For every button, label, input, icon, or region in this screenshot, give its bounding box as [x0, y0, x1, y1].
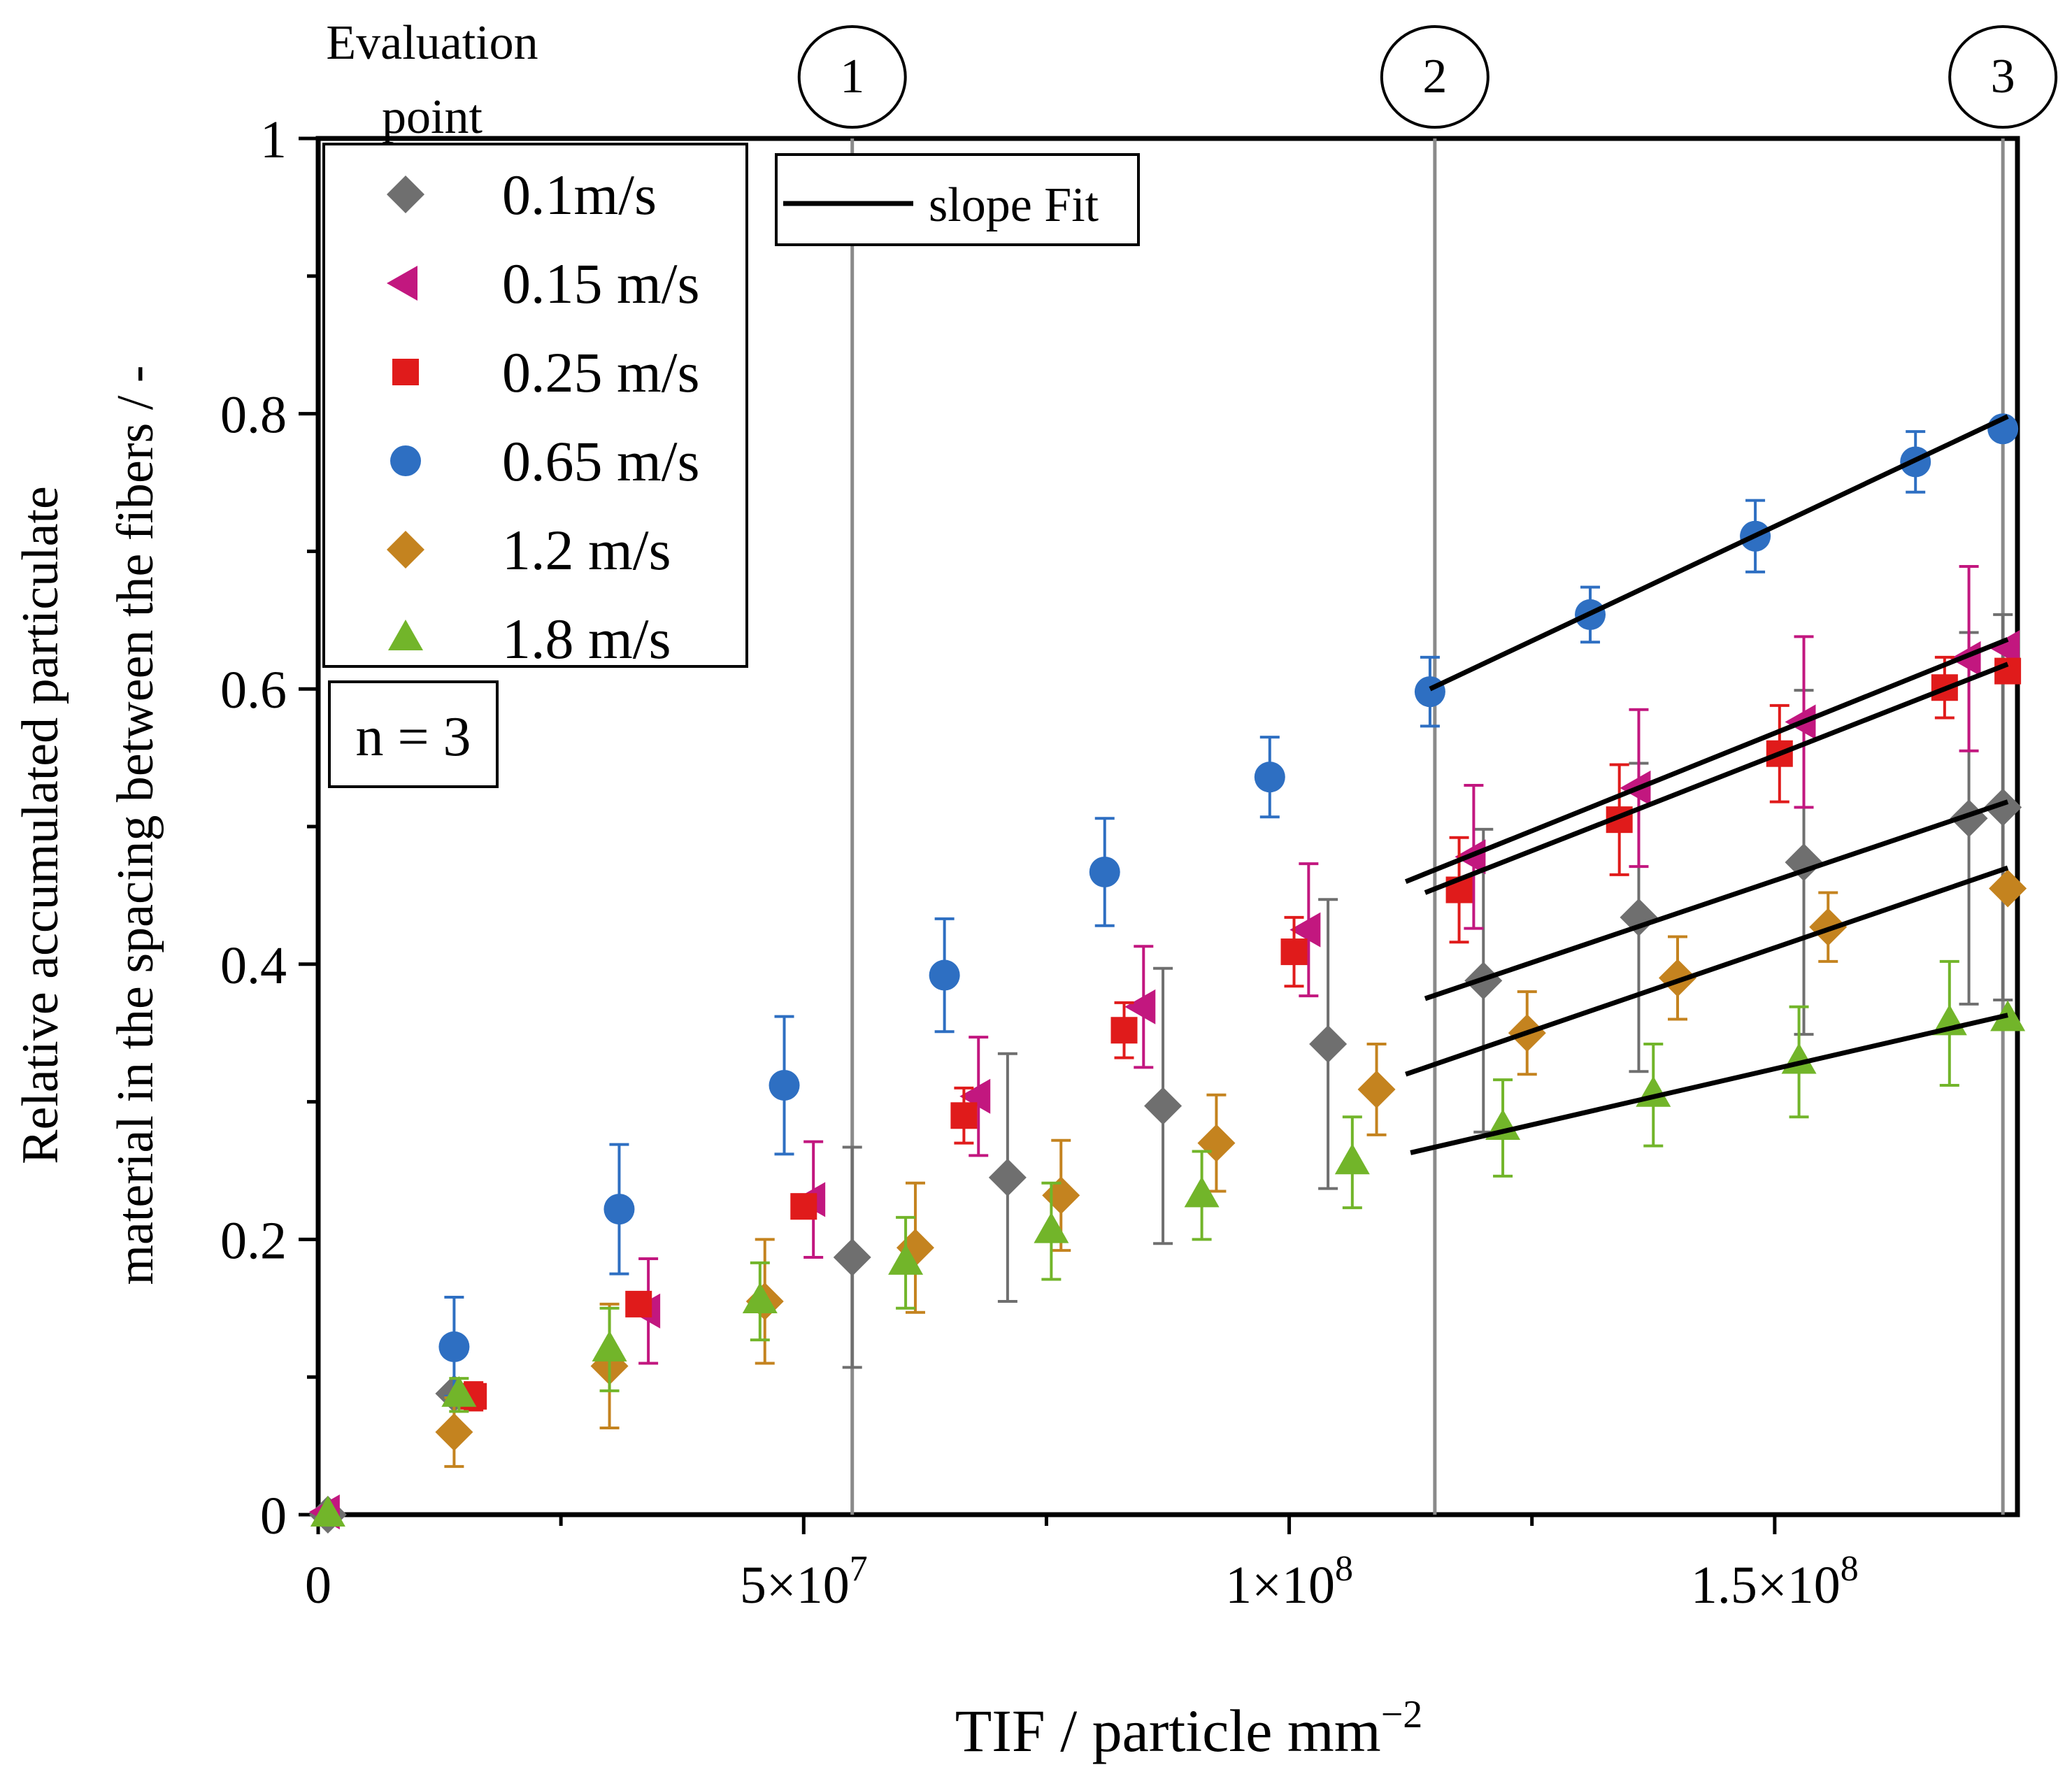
- evaluation-point-number: 1: [840, 50, 864, 103]
- evaluation-point-number: 2: [1422, 50, 1447, 103]
- legend-label: 0.65 m/s: [502, 429, 699, 493]
- evaluation-label-line2: point: [382, 90, 483, 144]
- data-point: [833, 1238, 871, 1276]
- data-point: [790, 1193, 817, 1220]
- data-point: [603, 1194, 635, 1225]
- legend-label: 1.2 m/s: [502, 518, 671, 582]
- data-point: [1280, 938, 1308, 966]
- y-axis-label-line1: Relative accumulated particulate: [12, 486, 69, 1164]
- data-point: [1254, 762, 1285, 793]
- data-point: [1334, 1143, 1370, 1175]
- data-point: [625, 1290, 652, 1317]
- data-point: [929, 959, 960, 991]
- legend-label: 0.15 m/s: [502, 252, 699, 315]
- x-tick-label: 1.5×108: [1691, 1549, 1859, 1615]
- data-point: [441, 1376, 477, 1407]
- x-axis-label: TIF / particle mm−2: [955, 1693, 1423, 1764]
- series-group: [435, 869, 2027, 1469]
- evaluation-point-circle: [1948, 25, 2058, 129]
- fit-line: [1424, 662, 2009, 895]
- evaluation-point-circle: [797, 25, 907, 129]
- y-tick-label: 0.4: [220, 936, 287, 995]
- fit-lines: [1404, 414, 2009, 1155]
- series-legend: 0.1m/s 0.15 m/s 0.25 m/s 0.65 m/s 1.2 m/s 1.8…: [387, 163, 699, 671]
- x-axis-label-exponent: −2: [1381, 1693, 1423, 1736]
- evaluation-point-circle: [1380, 25, 1489, 129]
- y-tick-label: 0.2: [220, 1211, 287, 1270]
- data-point: [1309, 1024, 1348, 1063]
- data-point: [1994, 657, 2022, 685]
- legend-marker: [387, 266, 417, 301]
- data-point: [769, 1069, 800, 1101]
- x-tick-label: 0: [305, 1556, 331, 1615]
- fit-line: [1410, 1013, 2008, 1155]
- legend-marker: [390, 445, 421, 476]
- y-axis-label-line2: material in the spacing between the fibe…: [107, 365, 164, 1285]
- data-point: [1357, 1070, 1396, 1108]
- data-point: [742, 1282, 778, 1313]
- y-tick-label: 0: [260, 1487, 287, 1545]
- evaluation-point-number: 3: [1991, 50, 2015, 103]
- series-group: [308, 613, 2022, 1534]
- data-point: [1289, 912, 1321, 948]
- legend-marker: [387, 176, 424, 213]
- legend-label: 0.1m/s: [502, 163, 657, 227]
- evaluation-label-line1: Evaluation: [326, 16, 538, 70]
- data-point: [1110, 1017, 1138, 1044]
- fit-line: [1424, 799, 2009, 1001]
- data-point: [1089, 856, 1120, 887]
- legend-label: 0.25 m/s: [502, 341, 699, 404]
- sample-count-box: [328, 680, 499, 788]
- legend-label: 1.8 m/s: [502, 607, 671, 671]
- data-point: [988, 1158, 1027, 1196]
- data-point: [950, 1102, 978, 1129]
- data-point: [1659, 959, 1696, 997]
- data-point: [1124, 989, 1156, 1024]
- axis-ticks: 0 5×107 1×108 1.5×108 0 0.2 0.4 0.6 0.8 1: [220, 110, 1859, 1615]
- series-group: [460, 655, 2022, 1412]
- y-tick-label: 0.8: [220, 386, 287, 445]
- data-point: [1034, 1212, 1069, 1243]
- x-tick-label: 1×108: [1225, 1549, 1353, 1615]
- y-tick-label: 1: [260, 110, 287, 169]
- data-point: [1184, 1176, 1220, 1208]
- y-tick-label: 0.6: [220, 661, 287, 720]
- data-point: [1950, 799, 1988, 838]
- data-point: [1144, 1087, 1183, 1125]
- fit-line: [1404, 637, 2009, 884]
- data-point: [959, 1078, 991, 1114]
- data-point: [888, 1243, 924, 1275]
- data-point: [1989, 869, 2027, 908]
- legend-marker: [388, 620, 423, 650]
- series-legend-box: [322, 143, 748, 668]
- fit-line: [1405, 865, 2009, 1077]
- data-point: [1636, 1076, 1671, 1107]
- fit-legend-label: slope Fit: [929, 178, 1099, 232]
- data-point: [1620, 898, 1658, 936]
- legend-marker: [387, 531, 424, 569]
- legend-marker: [392, 359, 419, 385]
- fit-line: [1429, 414, 2009, 692]
- data-point: [1414, 676, 1445, 708]
- evaluation-points: 1 2 3: [797, 25, 2058, 1515]
- data-point: [1984, 788, 2022, 827]
- fit-legend-box: [775, 153, 1140, 246]
- data-point: [435, 1413, 473, 1451]
- data-point: [438, 1331, 470, 1362]
- sample-count-label: n = 3: [355, 706, 471, 768]
- data-point: [1989, 630, 2020, 666]
- data-point: [310, 1496, 345, 1527]
- x-tick-label: 5×107: [740, 1549, 868, 1615]
- data-point: [592, 1330, 627, 1362]
